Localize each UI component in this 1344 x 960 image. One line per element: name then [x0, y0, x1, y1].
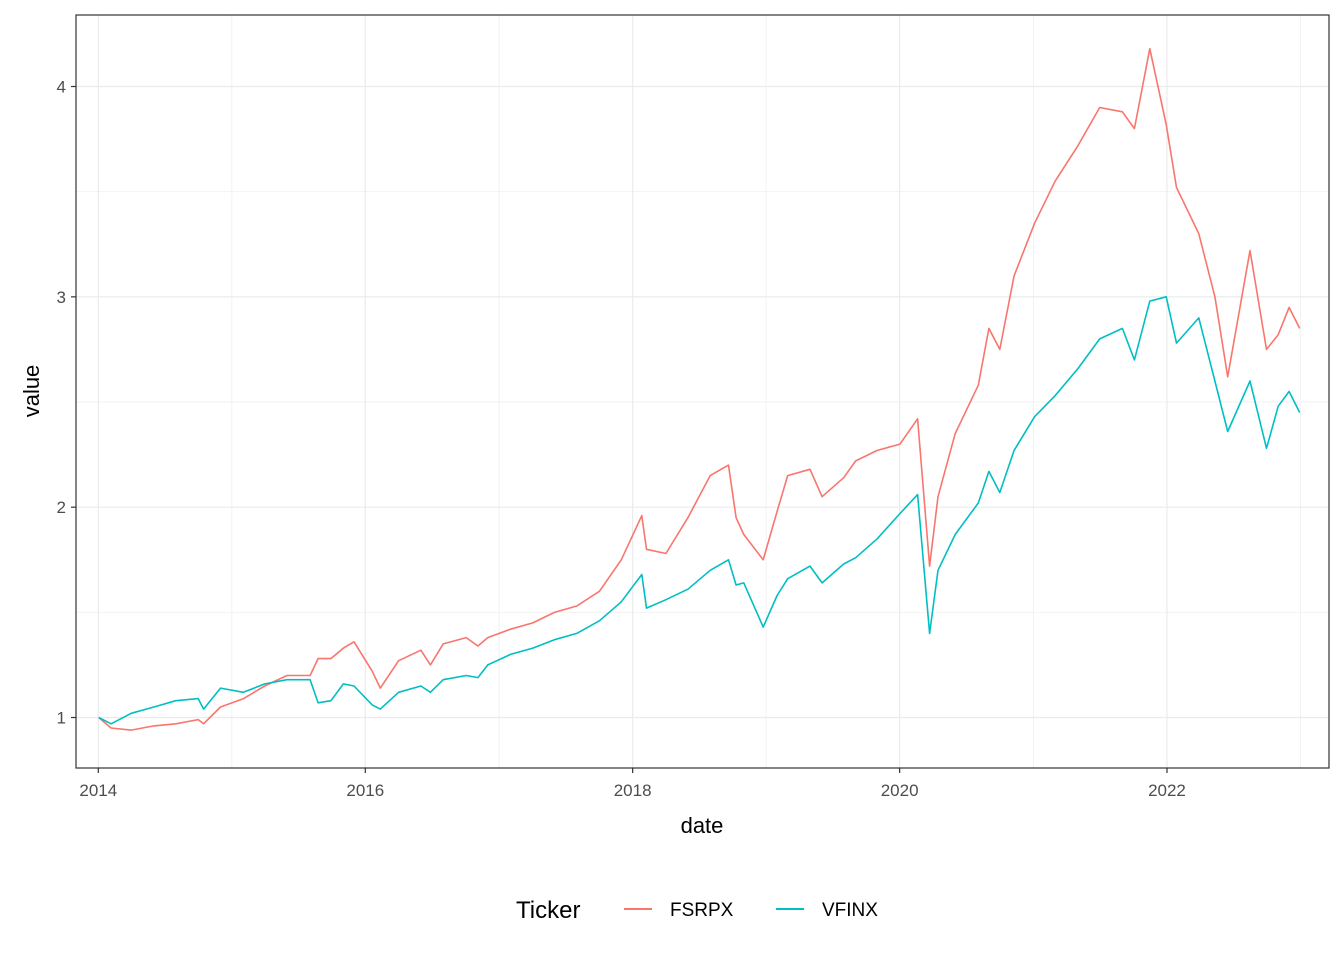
y-tick-label: 2 [57, 498, 66, 517]
x-tick-label: 2014 [79, 781, 117, 800]
grid [76, 15, 1329, 768]
y-tick-label: 4 [57, 78, 66, 97]
y-tick-label: 3 [57, 288, 66, 307]
legend-label-fsrpx: FSRPX [670, 900, 734, 921]
series-line-fsrpx [98, 47, 1301, 731]
axes: 2014 2016 2018 2020 2022 1 2 3 4 [57, 78, 1186, 800]
series-line-vfinx [98, 295, 1301, 725]
x-tick-label: 2018 [614, 781, 652, 800]
x-tick-label: 2020 [881, 781, 919, 800]
y-axis-title: value [19, 365, 44, 418]
x-tick-label: 2022 [1148, 781, 1186, 800]
series-layer [98, 47, 1301, 731]
x-axis-title: date [681, 813, 724, 838]
legend: Ticker FSRPX VFINX [516, 897, 878, 924]
panel-border [75, 14, 1330, 769]
legend-title: Ticker [516, 897, 580, 924]
x-tick-label: 2016 [346, 781, 384, 800]
y-tick-label: 1 [57, 709, 66, 728]
legend-label-vfinx: VFINX [822, 900, 878, 921]
